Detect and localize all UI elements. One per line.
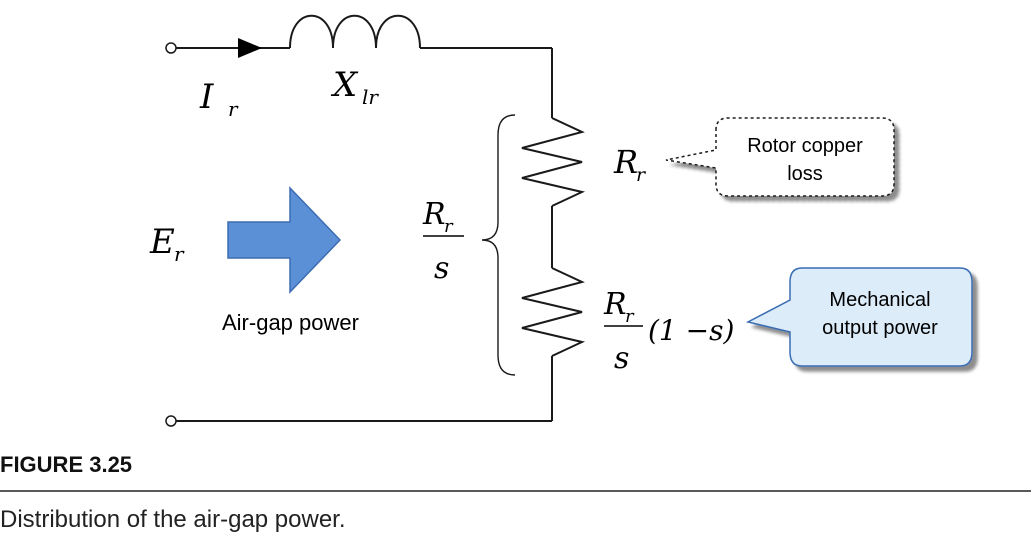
reactance-label: X [330,65,359,105]
resistor-rr [521,117,586,207]
rr-label: R [613,143,638,181]
rotor-loss-line1: Rotor copper [747,135,863,157]
mech-numerator: R [603,287,627,322]
fraction-denominator: s [434,251,449,286]
current-arrow [238,38,262,58]
resistor-mechanical [521,267,586,357]
emf-subscript: r [174,242,185,266]
current-subscript: r [228,97,239,121]
curly-brace [481,114,516,376]
mechanical-callout [745,267,973,367]
bottom-terminal [165,415,177,427]
rotor-loss-line2: loss [787,163,823,185]
fraction-numerator: R [422,197,446,232]
mechanical-line2: output power [822,317,938,339]
air-gap-power-label: Air-gap power [222,310,359,335]
mech-factor: (1 −s) [648,314,734,347]
top-terminal [165,42,177,54]
figure-caption: Distribution of the air-gap power. [0,506,346,533]
inductor-coil [289,14,421,49]
current-label: I [199,77,214,117]
mechanical-line1: Mechanical [829,289,930,311]
air-gap-power-arrow [227,186,342,294]
emf-label: E [149,222,175,262]
rr-subscript: r [636,164,647,186]
fraction-numerator-subscript: r [444,216,454,237]
figure-number: FIGURE 3.25 [0,452,132,477]
mech-numerator-subscript: r [625,306,635,327]
mech-denominator: s [614,341,629,376]
reactance-subscript: lr [362,85,379,109]
rotor-loss-callout [665,117,895,197]
